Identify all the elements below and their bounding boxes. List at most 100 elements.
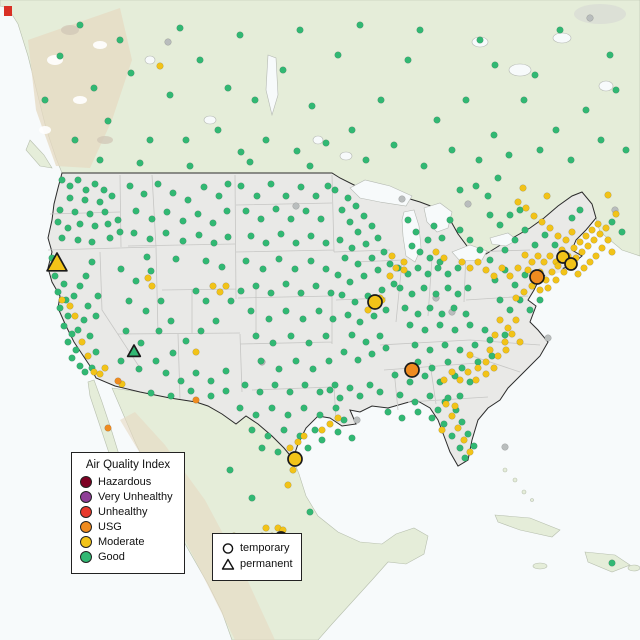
station-dot-moderate <box>516 338 524 346</box>
legend-item-label: permanent <box>240 558 293 570</box>
station-dot-good <box>382 344 390 352</box>
station-dot-good <box>179 237 187 245</box>
station-dot-good <box>169 189 177 197</box>
station-dot-good <box>179 217 187 225</box>
station-dot-moderate <box>284 481 292 489</box>
station-dot-good <box>618 228 626 236</box>
station-dot-no_data <box>292 202 300 210</box>
station-dot-good <box>247 232 255 240</box>
station-dot-good <box>306 162 314 170</box>
station-dot-good <box>227 297 235 305</box>
station-dot-good <box>86 332 94 340</box>
station-dot-good <box>280 426 288 434</box>
station-dot-moderate <box>578 248 586 256</box>
station-dot-moderate <box>458 258 466 266</box>
station-dot-good <box>92 312 100 320</box>
station-dot-good <box>356 21 364 29</box>
station-dot-moderate <box>504 324 512 332</box>
station-dot-moderate <box>586 258 594 266</box>
station-dot-good <box>117 357 125 365</box>
station-dot-good <box>242 207 250 215</box>
station-dot-good <box>424 236 432 244</box>
station-dot-moderate <box>448 412 456 420</box>
station-dot-good <box>382 306 390 314</box>
station-dot-good <box>236 404 244 412</box>
station-dot-moderate <box>300 432 308 440</box>
station-dot-good <box>104 117 112 125</box>
station-dot-moderate <box>490 272 498 280</box>
station-dot-good <box>484 192 492 200</box>
station-dot-moderate <box>192 348 200 356</box>
station-dot-good <box>116 228 124 236</box>
station-dot-good <box>362 338 370 346</box>
station-dot-good <box>526 306 534 314</box>
station-dot-good <box>308 102 316 110</box>
station-dot-moderate <box>156 62 164 70</box>
very-unhealthy-swatch-icon <box>80 491 92 503</box>
station-dot-good <box>58 234 66 242</box>
station-dot-moderate <box>440 254 448 262</box>
station-dot-good <box>148 215 156 223</box>
station-dot-good <box>195 231 203 239</box>
station-dot-good <box>336 394 344 402</box>
station-dot-good <box>74 326 82 334</box>
station-dot-moderate <box>432 248 440 256</box>
station-dot-good <box>223 207 231 215</box>
station-dot-good <box>406 378 414 386</box>
station-dot-moderate <box>209 282 217 290</box>
station-dot-good <box>282 192 290 200</box>
station-dot-good <box>86 210 94 218</box>
station-dot-good <box>597 136 605 144</box>
aqi-legend: Air Quality Index Hazardous Very Unhealt… <box>71 452 185 574</box>
station-dot-good <box>377 96 385 104</box>
station-dot-good <box>331 381 339 389</box>
station-dot-good <box>127 69 135 77</box>
station-dot-good <box>348 434 356 442</box>
station-dot-moderate <box>90 368 98 376</box>
station-dot-good <box>391 371 399 379</box>
temporary-circle-icon <box>222 543 234 554</box>
station-dot-good <box>132 207 140 215</box>
station-dot-good <box>376 388 384 396</box>
station-dot-moderate <box>482 266 490 274</box>
station-dot-good <box>167 317 175 325</box>
station-dot-good <box>325 357 333 365</box>
station-dot-good <box>348 331 356 339</box>
station-dot-good <box>72 346 80 354</box>
station-dot-good <box>421 326 429 334</box>
station-dot-good <box>380 248 388 256</box>
station-dot-good <box>317 215 325 223</box>
station-dot-moderate <box>498 264 506 272</box>
station-dot-good <box>302 207 310 215</box>
station-dot-moderate <box>543 192 551 200</box>
station-dot-good <box>135 365 143 373</box>
station-dot-good <box>248 426 256 434</box>
station-dot-good <box>348 126 356 134</box>
station-dot-good <box>259 265 267 273</box>
highlighted-station-circle <box>367 294 383 310</box>
station-dot-good <box>338 206 346 214</box>
station-dot-good <box>51 272 59 280</box>
station-dot-moderate <box>604 236 612 244</box>
legend-item-moderate: Moderate <box>80 536 176 548</box>
station-dot-good <box>362 240 370 248</box>
station-dot-moderate <box>508 330 516 338</box>
station-dot-good <box>521 271 529 279</box>
station-dot-good <box>444 284 452 292</box>
station-dot-moderate <box>520 288 528 296</box>
station-dot-good <box>316 411 324 419</box>
station-dot-good <box>312 282 320 290</box>
station-dot-good <box>506 306 514 314</box>
station-dot-good <box>329 315 337 323</box>
station-dot-moderate <box>262 524 270 532</box>
station-dot-good <box>210 239 218 247</box>
station-dot-good <box>531 241 539 249</box>
station-dot-good <box>332 404 340 412</box>
station-dot-good <box>275 365 283 373</box>
station-dot-good <box>146 235 154 243</box>
station-points <box>41 14 630 567</box>
station-dot-good <box>334 271 342 279</box>
station-dot-good <box>262 239 270 247</box>
station-dot-good <box>441 341 449 349</box>
station-dot-good <box>186 162 194 170</box>
